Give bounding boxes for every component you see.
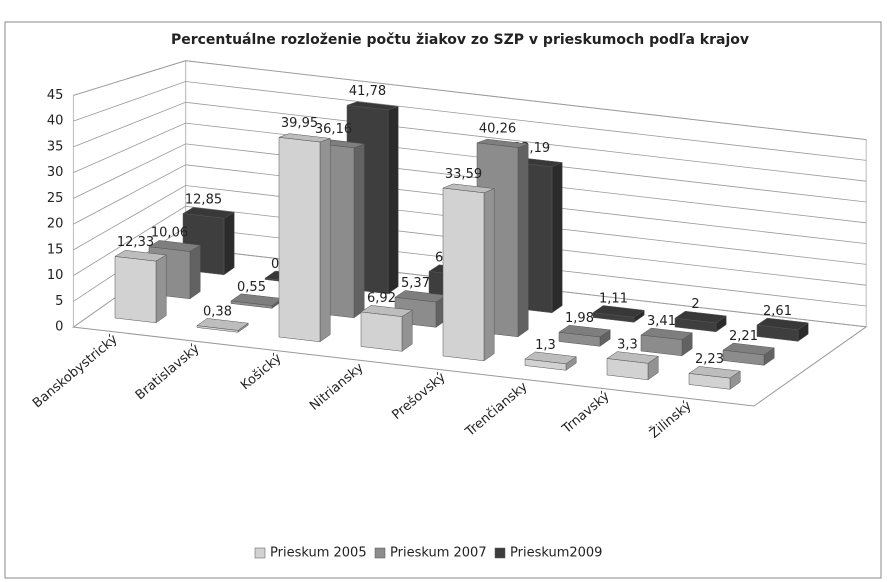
bar-side bbox=[401, 309, 413, 352]
data-label: 2 bbox=[691, 297, 699, 312]
data-label: 10,06 bbox=[151, 226, 188, 241]
legend-label: Prieskum 2007 bbox=[390, 546, 487, 561]
data-label: 2,21 bbox=[729, 329, 758, 344]
legend-swatch bbox=[374, 547, 386, 559]
bar-3d bbox=[640, 327, 693, 357]
data-label: 2,23 bbox=[695, 352, 724, 367]
data-label: 6,92 bbox=[367, 291, 396, 306]
y-tick-label: 20 bbox=[47, 217, 64, 232]
data-label: 0,55 bbox=[237, 280, 266, 295]
bar-top bbox=[592, 305, 645, 318]
data-label: 5,37 bbox=[401, 276, 430, 291]
grid-line bbox=[73, 164, 867, 244]
data-label: 36,16 bbox=[315, 122, 352, 137]
data-label: 40,26 bbox=[479, 122, 516, 137]
data-label: 12,85 bbox=[185, 192, 222, 207]
bar-top bbox=[346, 101, 399, 111]
bar-side bbox=[483, 188, 495, 362]
data-label: 2,61 bbox=[763, 304, 792, 319]
bar-3d bbox=[558, 324, 611, 347]
bar-3d bbox=[114, 250, 167, 324]
bar-3d bbox=[592, 305, 645, 323]
bar-3d bbox=[688, 366, 741, 390]
bar-side bbox=[353, 143, 365, 319]
bar-top bbox=[606, 351, 659, 364]
grid-line bbox=[73, 205, 867, 286]
bar-top bbox=[674, 310, 727, 324]
bar-3d bbox=[196, 318, 249, 333]
bar-3d bbox=[722, 342, 775, 366]
grid-line bbox=[73, 101, 867, 182]
bar-top bbox=[196, 318, 249, 331]
grid-line bbox=[73, 122, 867, 203]
bar-3d bbox=[674, 310, 727, 333]
bar-side bbox=[517, 143, 529, 338]
bar-top bbox=[360, 305, 413, 317]
bar-3d bbox=[360, 305, 413, 352]
bar-top bbox=[442, 183, 495, 194]
grid-line bbox=[73, 81, 867, 161]
bar-top bbox=[148, 240, 201, 252]
data-label: 1,98 bbox=[565, 311, 594, 326]
bar-top bbox=[558, 324, 611, 338]
y-tick-label: 15 bbox=[47, 242, 64, 257]
data-label: 0,38 bbox=[203, 304, 232, 319]
bar-top bbox=[640, 327, 693, 340]
bar-top bbox=[182, 207, 235, 219]
bar-side bbox=[551, 162, 563, 314]
bar-side bbox=[319, 138, 331, 343]
bar-top bbox=[524, 351, 577, 365]
bar-3d bbox=[606, 351, 659, 381]
bar-side bbox=[189, 244, 201, 300]
bar-side bbox=[155, 254, 167, 324]
bar-top bbox=[722, 342, 775, 356]
bar-top bbox=[476, 138, 529, 148]
bar bbox=[360, 311, 403, 352]
data-label: 41,78 bbox=[349, 84, 386, 99]
grid-line bbox=[73, 185, 867, 265]
y-tick-label: 0 bbox=[55, 320, 63, 335]
y-tick-label: 40 bbox=[47, 114, 64, 129]
y-tick-label: 45 bbox=[47, 88, 64, 103]
bar-top bbox=[756, 317, 809, 331]
bar-top bbox=[688, 366, 741, 379]
legend-label: Prieskum2009 bbox=[510, 546, 602, 561]
y-tick-label: 35 bbox=[47, 139, 64, 154]
legend-swatch bbox=[494, 547, 506, 559]
bar-top bbox=[278, 133, 331, 143]
grid-line bbox=[73, 60, 867, 140]
bar bbox=[114, 256, 157, 324]
data-label: 12,33 bbox=[117, 235, 154, 250]
bar-top bbox=[114, 250, 167, 262]
y-tick-label: 25 bbox=[47, 191, 64, 206]
legend-swatch bbox=[254, 547, 266, 559]
grid-line bbox=[73, 143, 867, 224]
bar-3d bbox=[442, 183, 495, 362]
bar bbox=[278, 137, 321, 343]
bar-side bbox=[223, 211, 235, 276]
data-label: 3,41 bbox=[647, 314, 676, 329]
y-tick-label: 30 bbox=[47, 165, 64, 180]
chart-title: Percentuálne rozloženie počtu žiakov zo … bbox=[171, 32, 749, 48]
y-tick-label: 5 bbox=[55, 294, 63, 309]
bar-3d bbox=[524, 351, 577, 371]
bar-3d bbox=[756, 317, 809, 342]
data-label: 33,59 bbox=[445, 167, 482, 182]
data-label: 3,3 bbox=[617, 337, 638, 352]
y-tick-label: 10 bbox=[47, 268, 64, 283]
data-label: 39,95 bbox=[281, 116, 318, 131]
bar bbox=[442, 187, 485, 362]
data-label: 1,11 bbox=[599, 291, 628, 306]
legend-label: Prieskum 2005 bbox=[270, 546, 367, 561]
bar-side bbox=[387, 106, 399, 295]
bar-3d bbox=[278, 133, 331, 343]
data-label: 1,3 bbox=[535, 338, 556, 353]
